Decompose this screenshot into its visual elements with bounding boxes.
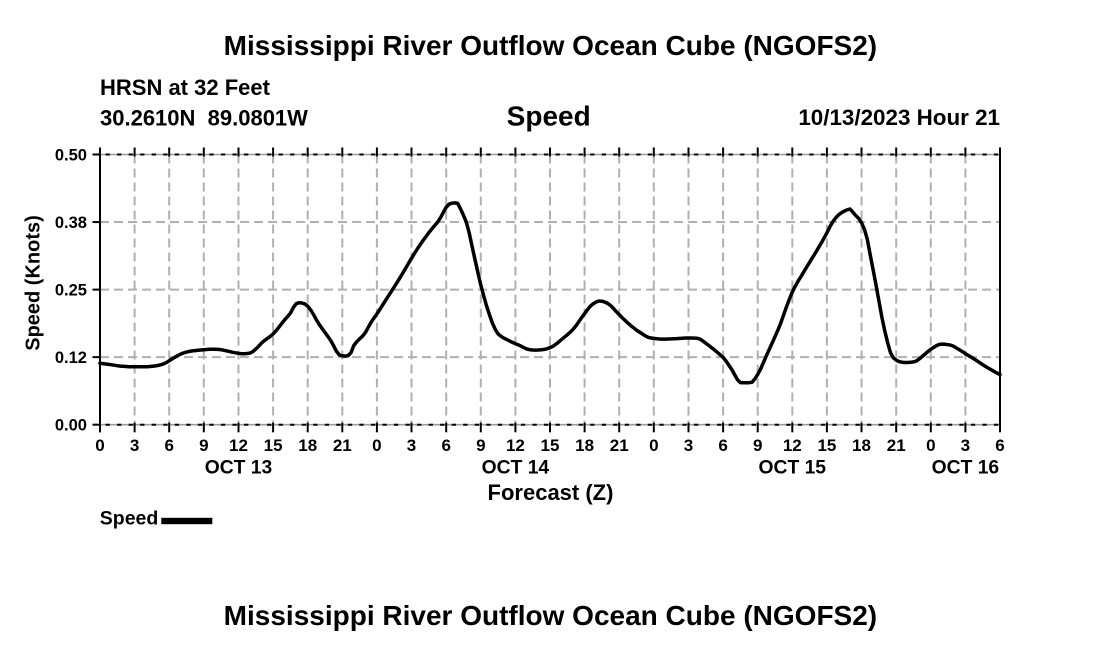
svg-text:HRSN at 32 Feet: HRSN at 32 Feet [100,75,271,100]
svg-text:18: 18 [298,436,317,455]
svg-text:OCT 15: OCT 15 [759,458,827,479]
svg-text:Forecast (Z): Forecast (Z) [488,480,614,505]
svg-text:21: 21 [610,436,629,455]
svg-text:0.25: 0.25 [55,282,87,300]
svg-text:Speed (Knots): Speed (Knots) [22,215,44,351]
svg-text:0: 0 [372,436,381,455]
svg-text:21: 21 [887,436,906,455]
svg-text:30.2610N 89.0801W: 30.2610N 89.0801W [100,105,308,130]
svg-text:3: 3 [130,436,139,455]
svg-text:Mississippi River Outflow Ocea: Mississippi River Outflow Ocean Cube (NG… [224,30,877,61]
svg-text:0.12: 0.12 [55,349,87,367]
svg-text:0: 0 [95,436,104,455]
svg-text:9: 9 [753,436,762,455]
svg-text:Speed: Speed [100,508,159,530]
svg-text:10/13/2023 Hour 21: 10/13/2023 Hour 21 [798,105,1000,130]
svg-text:Mississippi River Outflow Ocea: Mississippi River Outflow Ocean Cube (NG… [224,600,877,631]
svg-text:OCT 13: OCT 13 [205,458,273,479]
svg-text:0.38: 0.38 [55,214,87,232]
svg-text:0.00: 0.00 [55,417,87,435]
svg-text:6: 6 [718,436,727,455]
svg-text:18: 18 [575,436,594,455]
svg-text:9: 9 [199,436,208,455]
svg-text:0.50: 0.50 [55,147,87,165]
svg-text:9: 9 [476,436,485,455]
svg-text:15: 15 [541,436,560,455]
svg-text:3: 3 [961,436,970,455]
svg-text:6: 6 [441,436,450,455]
svg-text:15: 15 [264,436,283,455]
svg-text:OCT 16: OCT 16 [932,458,1000,479]
svg-text:6: 6 [164,436,173,455]
svg-text:12: 12 [783,436,802,455]
svg-text:OCT 14: OCT 14 [482,458,550,479]
svg-text:18: 18 [852,436,871,455]
svg-text:6: 6 [995,436,1004,455]
svg-text:12: 12 [229,436,248,455]
svg-text:Speed: Speed [507,100,591,131]
svg-text:3: 3 [684,436,693,455]
svg-text:12: 12 [506,436,525,455]
svg-text:3: 3 [407,436,416,455]
svg-text:15: 15 [817,436,836,455]
svg-text:0: 0 [926,436,935,455]
svg-text:0: 0 [649,436,658,455]
svg-text:21: 21 [333,436,352,455]
